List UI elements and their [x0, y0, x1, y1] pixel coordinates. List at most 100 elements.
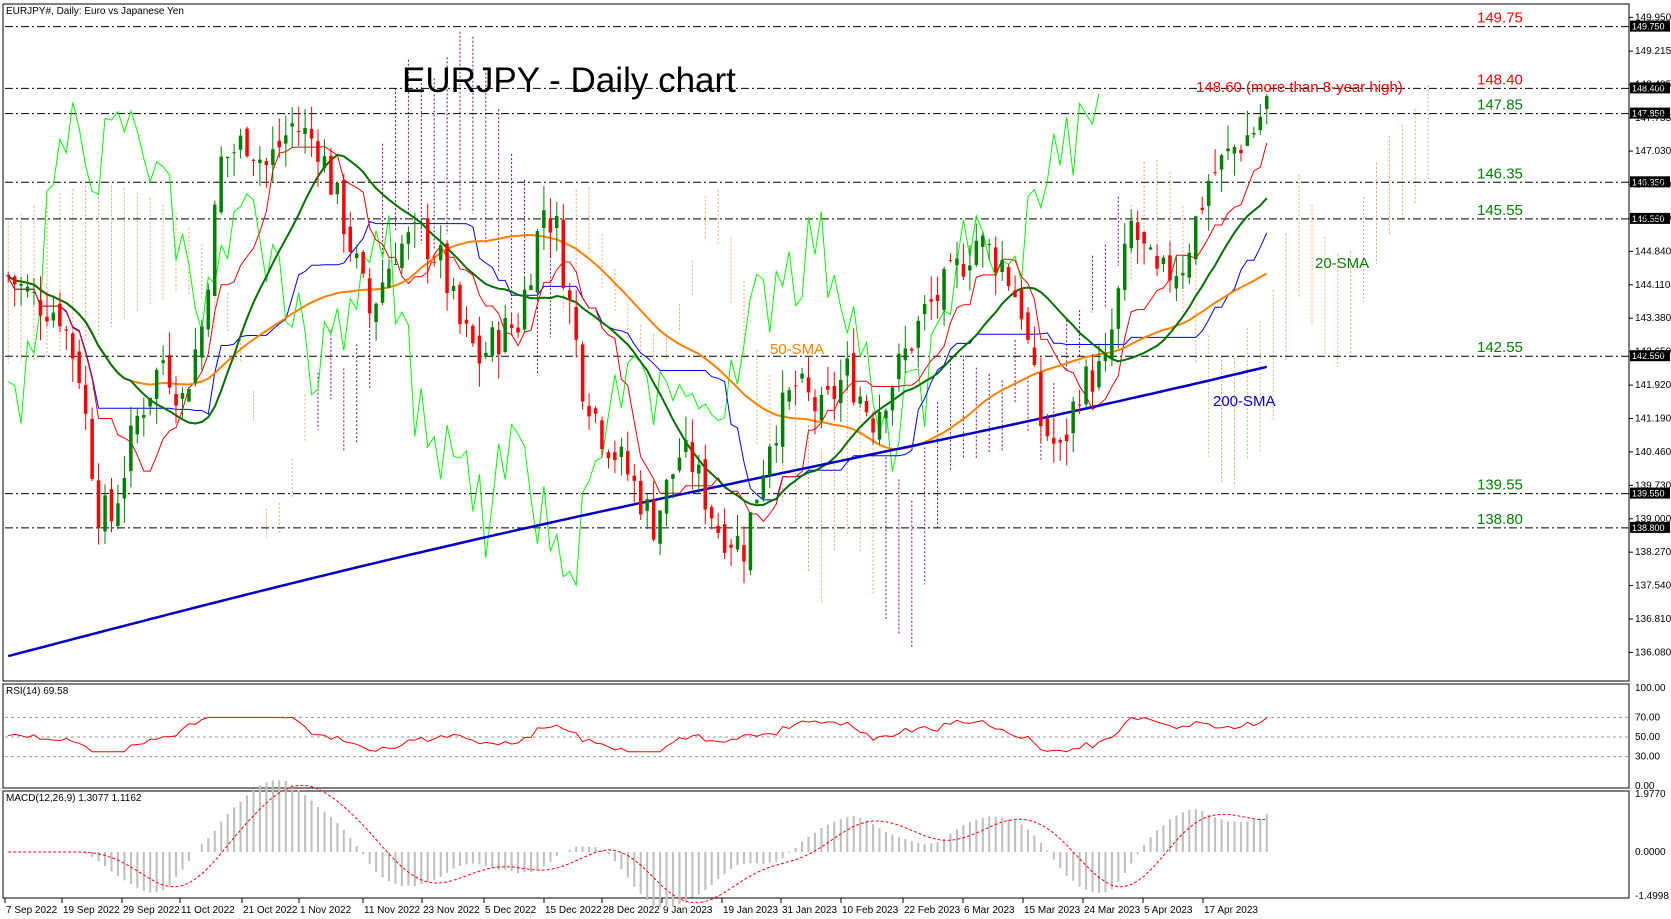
candle-body	[232, 152, 236, 154]
candle-body	[303, 127, 307, 134]
candle-body	[619, 446, 624, 457]
candle-body	[213, 204, 217, 297]
candle-body	[729, 544, 733, 548]
chikou-span-line	[7, 93, 1100, 588]
date-tick-label: 5 Dec 2022	[485, 905, 537, 916]
candle-body	[955, 258, 959, 266]
candle-body	[1213, 172, 1217, 174]
candle-body	[709, 507, 714, 519]
price-tick-label: 137.540	[1635, 581, 1671, 592]
candle-body	[103, 495, 107, 532]
candle-body	[374, 303, 378, 322]
kijun-sen-line	[7, 220, 1268, 501]
candle-body	[703, 459, 707, 510]
rsi-label: RSI(14) 69.58	[6, 686, 69, 697]
candle-body	[735, 536, 740, 550]
candle-body	[1071, 401, 1075, 434]
date-tick-label: 1 Nov 2022	[300, 905, 352, 916]
candle-body	[1232, 147, 1237, 154]
candle-body	[1155, 256, 1159, 269]
candle-body	[19, 283, 23, 286]
level-label: 145.55	[1477, 202, 1523, 219]
candle-body	[296, 131, 301, 133]
candle-body	[25, 286, 30, 292]
candle-body	[929, 299, 933, 302]
candle-body	[1181, 273, 1185, 276]
candle-body	[322, 156, 327, 169]
candle-body	[1265, 96, 1269, 109]
candle-body	[503, 318, 507, 352]
candle-body	[561, 219, 565, 288]
level-price-box-text: 142.550	[1632, 351, 1665, 361]
candle-body	[1161, 257, 1166, 264]
level-price-box-text: 146.350	[1632, 177, 1665, 187]
candle-body	[445, 243, 449, 293]
candle-body	[122, 477, 127, 499]
candle-body	[258, 159, 262, 164]
candle-body	[142, 414, 146, 418]
candle-body	[1258, 116, 1262, 131]
candle-body	[264, 161, 269, 166]
price-tick-label: 144.110	[1635, 280, 1671, 291]
candle-body	[509, 324, 514, 328]
axes: 149.950 149.215 148.485 147.755 147.030 146.3…	[4, 12, 1671, 916]
candle-body	[1103, 353, 1108, 361]
macd-tick-label: 0.0000	[1635, 847, 1666, 858]
candle-body	[1045, 418, 1050, 437]
candle-body	[1129, 220, 1133, 249]
candle-body	[813, 397, 817, 412]
price-tick-label: 140.460	[1635, 447, 1671, 458]
candle-body	[1142, 232, 1146, 244]
price-tick-label: 149.950	[1635, 12, 1671, 23]
price-tick-label: 142.650	[1635, 347, 1671, 358]
candle-body	[426, 218, 430, 260]
candle-body	[780, 392, 785, 447]
date-tick-label: 24 Mar 2023	[1084, 905, 1141, 916]
date-tick-label: 10 Feb 2023	[842, 905, 899, 916]
candle-body	[277, 140, 281, 148]
candle-body	[77, 351, 81, 383]
candle-body	[71, 333, 75, 359]
level-price-box	[1630, 82, 1670, 94]
candle-body	[1245, 135, 1250, 146]
candle-body	[903, 348, 908, 361]
level-price-box	[1630, 521, 1670, 533]
candle-body	[477, 335, 482, 364]
candle-body	[342, 179, 346, 235]
candle-body	[806, 377, 811, 393]
level-price-box-text: 149.750	[1632, 22, 1665, 32]
candle-body	[1058, 440, 1062, 443]
candle-body	[961, 263, 966, 277]
candle-body	[1239, 149, 1243, 154]
sma200-line	[7, 365, 1268, 658]
candle-body	[464, 319, 469, 324]
candle-body	[774, 443, 778, 446]
candle-body	[109, 489, 114, 522]
candle-body	[1084, 366, 1088, 405]
macd-label: MACD(12,26,9) 1.3077 1.1162	[6, 793, 142, 804]
symbol-header: EURJPY#, Daily: Euro vs Japanese Yen	[6, 6, 184, 17]
candle-body	[935, 294, 940, 301]
candle-body	[742, 545, 746, 562]
date-tick-label: 21 Oct 2022	[243, 905, 298, 916]
date-tick-label: 11 Oct 2022	[181, 905, 235, 916]
sma50-label: 50-SMA	[770, 341, 824, 358]
candle-body	[387, 268, 391, 288]
candle-body	[858, 396, 862, 404]
candle-body	[697, 464, 701, 474]
date-tick-label: 15 Mar 2023	[1024, 905, 1081, 916]
candle-body	[219, 156, 223, 213]
candle-body	[974, 240, 979, 265]
candle-body	[458, 284, 462, 325]
candle-body	[864, 401, 869, 413]
level-price-box-text: 138.800	[1632, 523, 1665, 533]
candle-body	[684, 440, 688, 453]
candle-body	[722, 524, 727, 553]
date-tick-label: 19 Sep 2022	[63, 905, 120, 916]
level-price-box-text: 148.400	[1632, 83, 1665, 93]
candle-body	[193, 349, 198, 383]
level-price-box-text: 139.550	[1632, 489, 1665, 499]
candle-body	[290, 123, 294, 127]
macd-signal-line	[8, 784, 1267, 904]
